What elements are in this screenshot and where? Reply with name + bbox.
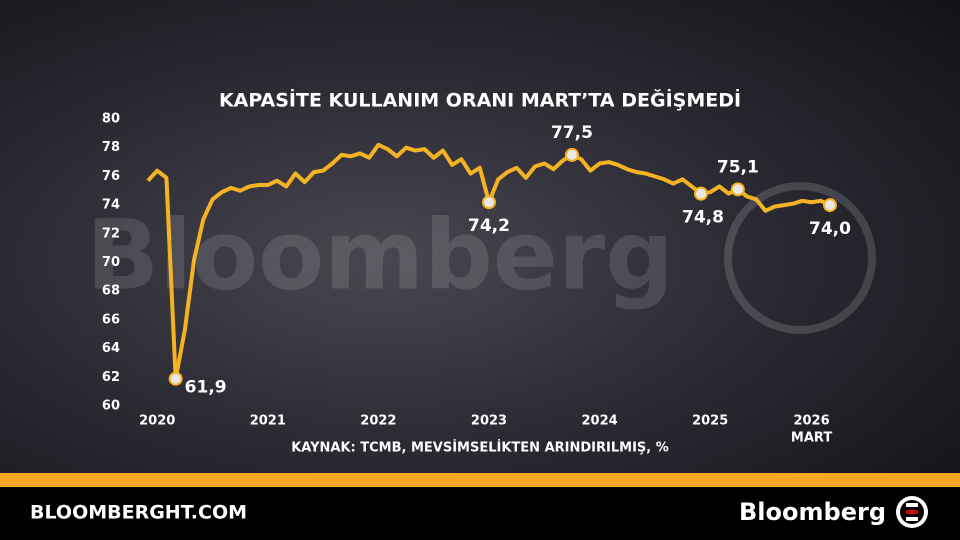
chart-title: KAPASİTE KULLANIM ORANI MART’TA DEĞİŞMED… (219, 88, 741, 112)
data-point (823, 198, 837, 213)
data-label: 61,9 (185, 378, 227, 398)
x-tick-label: 2021 (250, 414, 286, 429)
data-label: 74,8 (682, 208, 724, 228)
background (0, 0, 960, 473)
x-tick-label: 2024 (582, 414, 618, 429)
data-point (693, 186, 708, 201)
y-tick-label: 62 (102, 370, 120, 385)
y-tick-label: 76 (102, 169, 120, 184)
y-tick-label: 78 (102, 140, 120, 155)
accent-stripe (0, 473, 960, 487)
y-tick-label: 66 (102, 312, 120, 327)
data-label: 74,2 (468, 216, 510, 236)
watermark-emblem (724, 182, 876, 334)
x-tick-sublabel: MART (791, 431, 832, 446)
source: KAYNAK: TCMB, MEVSİMSELİKTEN ARINDIRILMI… (291, 440, 669, 456)
data-point (564, 147, 579, 162)
data-point (730, 182, 745, 197)
watermark: Bloomberg (86, 199, 674, 311)
y-tick-label: 72 (102, 226, 120, 241)
footer-emblem (896, 496, 928, 528)
x-tick-label: 2025 (692, 414, 728, 429)
data-point (482, 195, 496, 210)
y-tick-label: 64 (102, 341, 120, 356)
data-label: 75,1 (717, 157, 759, 177)
y-tick-label: 70 (102, 255, 120, 270)
x-tick-label: 2022 (360, 414, 396, 429)
footer-site: BLOOMBERGHT.COM (30, 502, 247, 524)
y-tick-label: 74 (102, 198, 120, 213)
y-tick-label: 80 (102, 112, 120, 127)
y-tick-label: 60 (102, 399, 120, 414)
footer-bar (0, 487, 960, 540)
data-label: 74,0 (809, 219, 851, 239)
y-tick-label: 68 (102, 284, 120, 299)
x-tick-label: 2023 (471, 414, 507, 429)
data-point (168, 371, 183, 386)
data-label: 77,5 (551, 123, 593, 143)
x-tick-label: 2026 (793, 414, 829, 429)
footer-brand: Bloomberg (739, 498, 886, 526)
x-tick-label: 2020 (139, 414, 175, 429)
